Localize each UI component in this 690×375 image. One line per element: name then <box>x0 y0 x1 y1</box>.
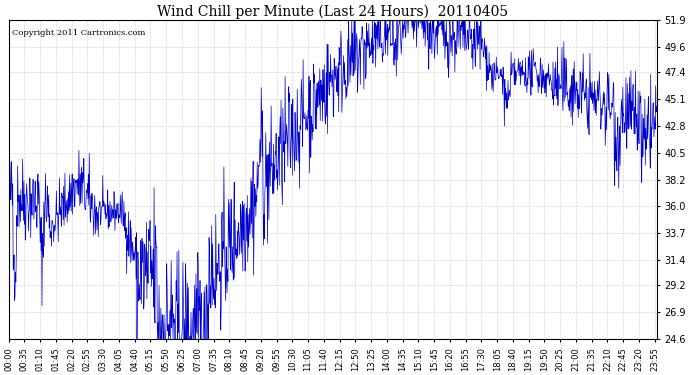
Text: Copyright 2011 Cartronics.com: Copyright 2011 Cartronics.com <box>12 29 146 37</box>
Title: Wind Chill per Minute (Last 24 Hours)  20110405: Wind Chill per Minute (Last 24 Hours) 20… <box>157 4 508 18</box>
